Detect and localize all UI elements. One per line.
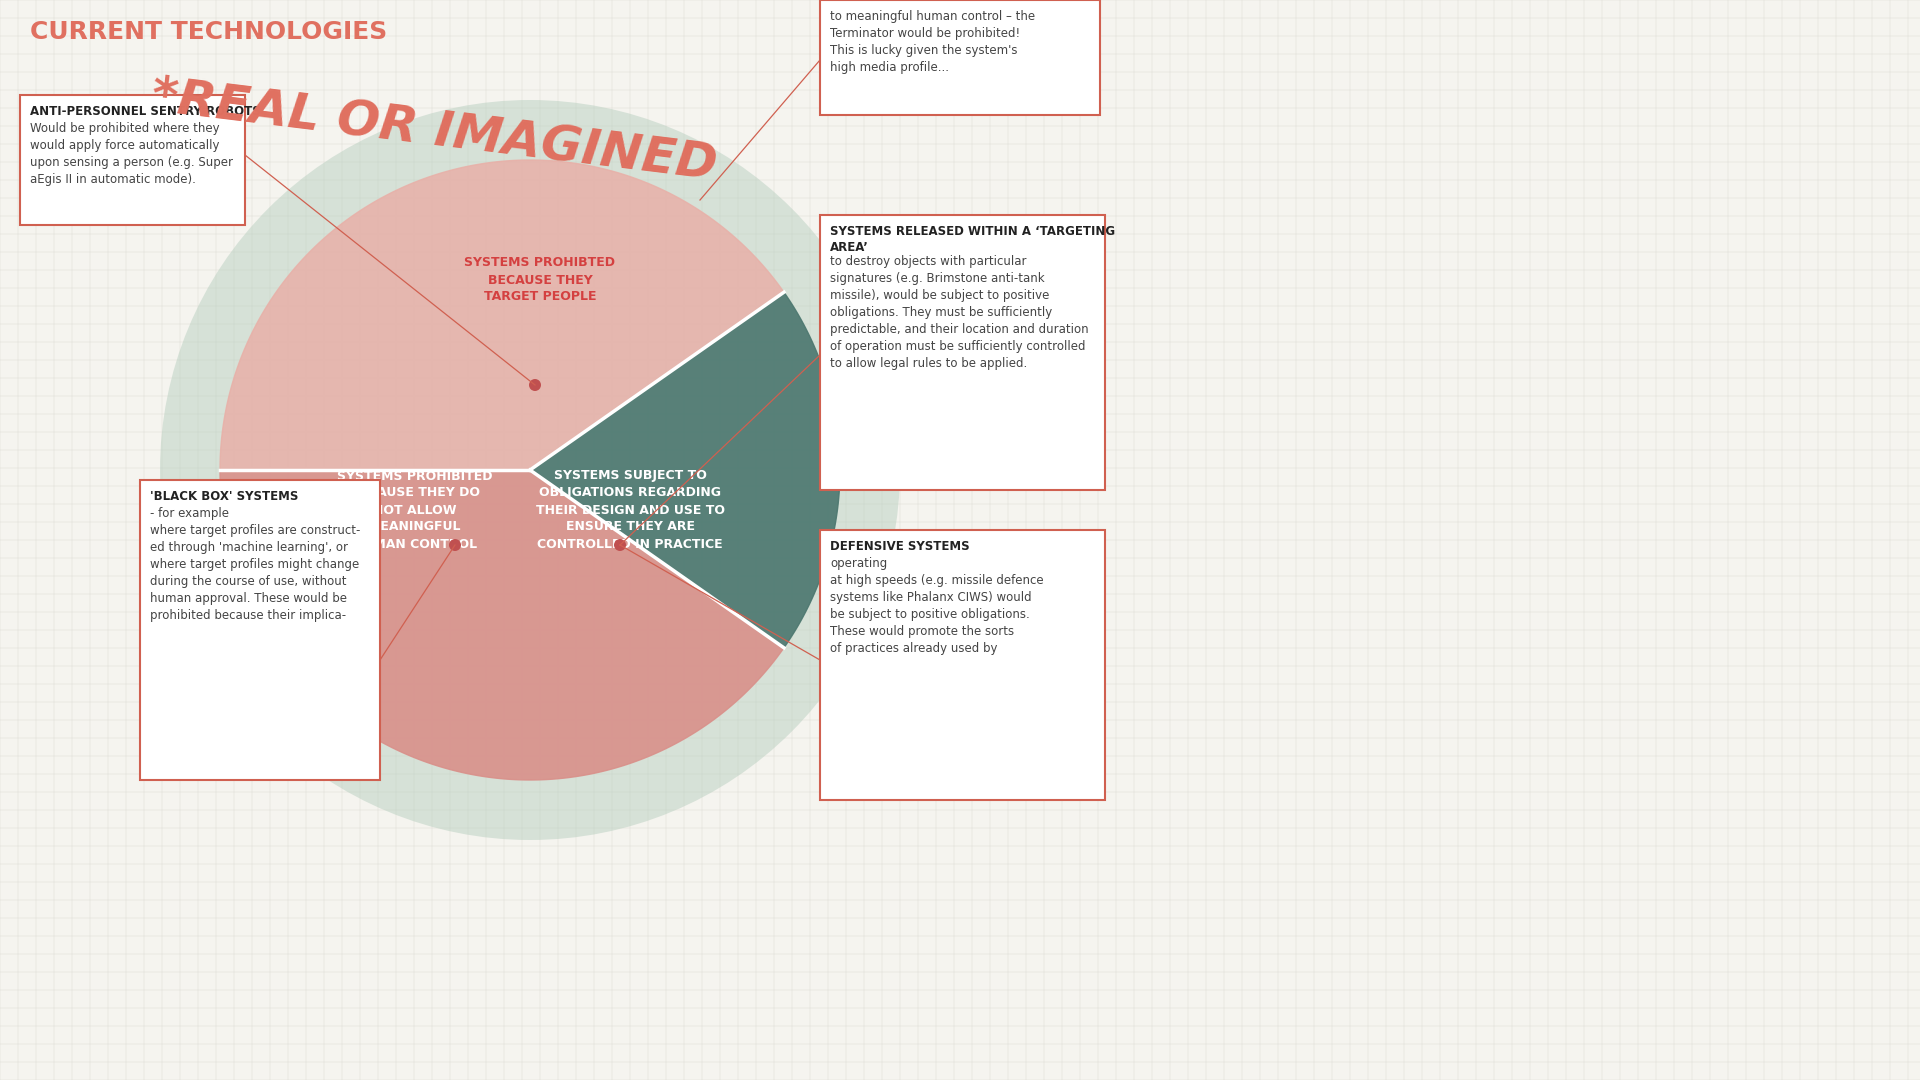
Text: CURRENT TECHNOLOGIES: CURRENT TECHNOLOGIES — [31, 21, 388, 44]
Text: - for example
where target profiles are construct-
ed through 'machine learning': - for example where target profiles are … — [150, 507, 361, 622]
Text: operating
at high speeds (e.g. missile defence
systems like Phalanx CIWS) would
: operating at high speeds (e.g. missile d… — [829, 557, 1044, 654]
Text: SYSTEMS RELEASED WITHIN A ‘TARGETING
AREA’: SYSTEMS RELEASED WITHIN A ‘TARGETING ARE… — [829, 225, 1116, 254]
FancyBboxPatch shape — [19, 95, 246, 225]
Polygon shape — [221, 160, 783, 470]
Text: SYSTEMS PROHIBTED
BECAUSE THEY
TARGET PEOPLE: SYSTEMS PROHIBTED BECAUSE THEY TARGET PE… — [465, 256, 616, 303]
Text: 'BLACK BOX' SYSTEMS: 'BLACK BOX' SYSTEMS — [150, 490, 298, 503]
Circle shape — [614, 539, 626, 551]
Circle shape — [449, 539, 461, 551]
Text: SYSTEMS PROHIBITED
BECAUSE THEY DO
NOT ALLOW
MEANINGFUL
HUMAN CONTROL: SYSTEMS PROHIBITED BECAUSE THEY DO NOT A… — [338, 470, 493, 551]
Text: to meaningful human control – the
Terminator would be prohibited!
This is lucky : to meaningful human control – the Termin… — [829, 10, 1035, 75]
FancyBboxPatch shape — [820, 0, 1100, 114]
Polygon shape — [221, 470, 783, 780]
FancyBboxPatch shape — [140, 480, 380, 780]
Text: to destroy objects with particular
signatures (e.g. Brimstone anti-tank
missile): to destroy objects with particular signa… — [829, 255, 1089, 370]
Polygon shape — [530, 293, 839, 648]
Text: *REAL OR IMAGINED: *REAL OR IMAGINED — [150, 72, 720, 189]
Text: DEFENSIVE SYSTEMS: DEFENSIVE SYSTEMS — [829, 540, 970, 553]
Text: Would be prohibited where they
would apply force automatically
upon sensing a pe: Would be prohibited where they would app… — [31, 122, 232, 186]
Circle shape — [530, 379, 541, 391]
Text: ANTI-PERSONNEL SENTRY ROBOTS: ANTI-PERSONNEL SENTRY ROBOTS — [31, 105, 261, 118]
FancyBboxPatch shape — [820, 530, 1106, 800]
Circle shape — [159, 100, 900, 840]
Text: SYSTEMS SUBJECT TO
OBLIGATIONS REGARDING
THEIR DESIGN AND USE TO
ENSURE THEY ARE: SYSTEMS SUBJECT TO OBLIGATIONS REGARDING… — [536, 470, 724, 551]
FancyBboxPatch shape — [820, 215, 1106, 490]
